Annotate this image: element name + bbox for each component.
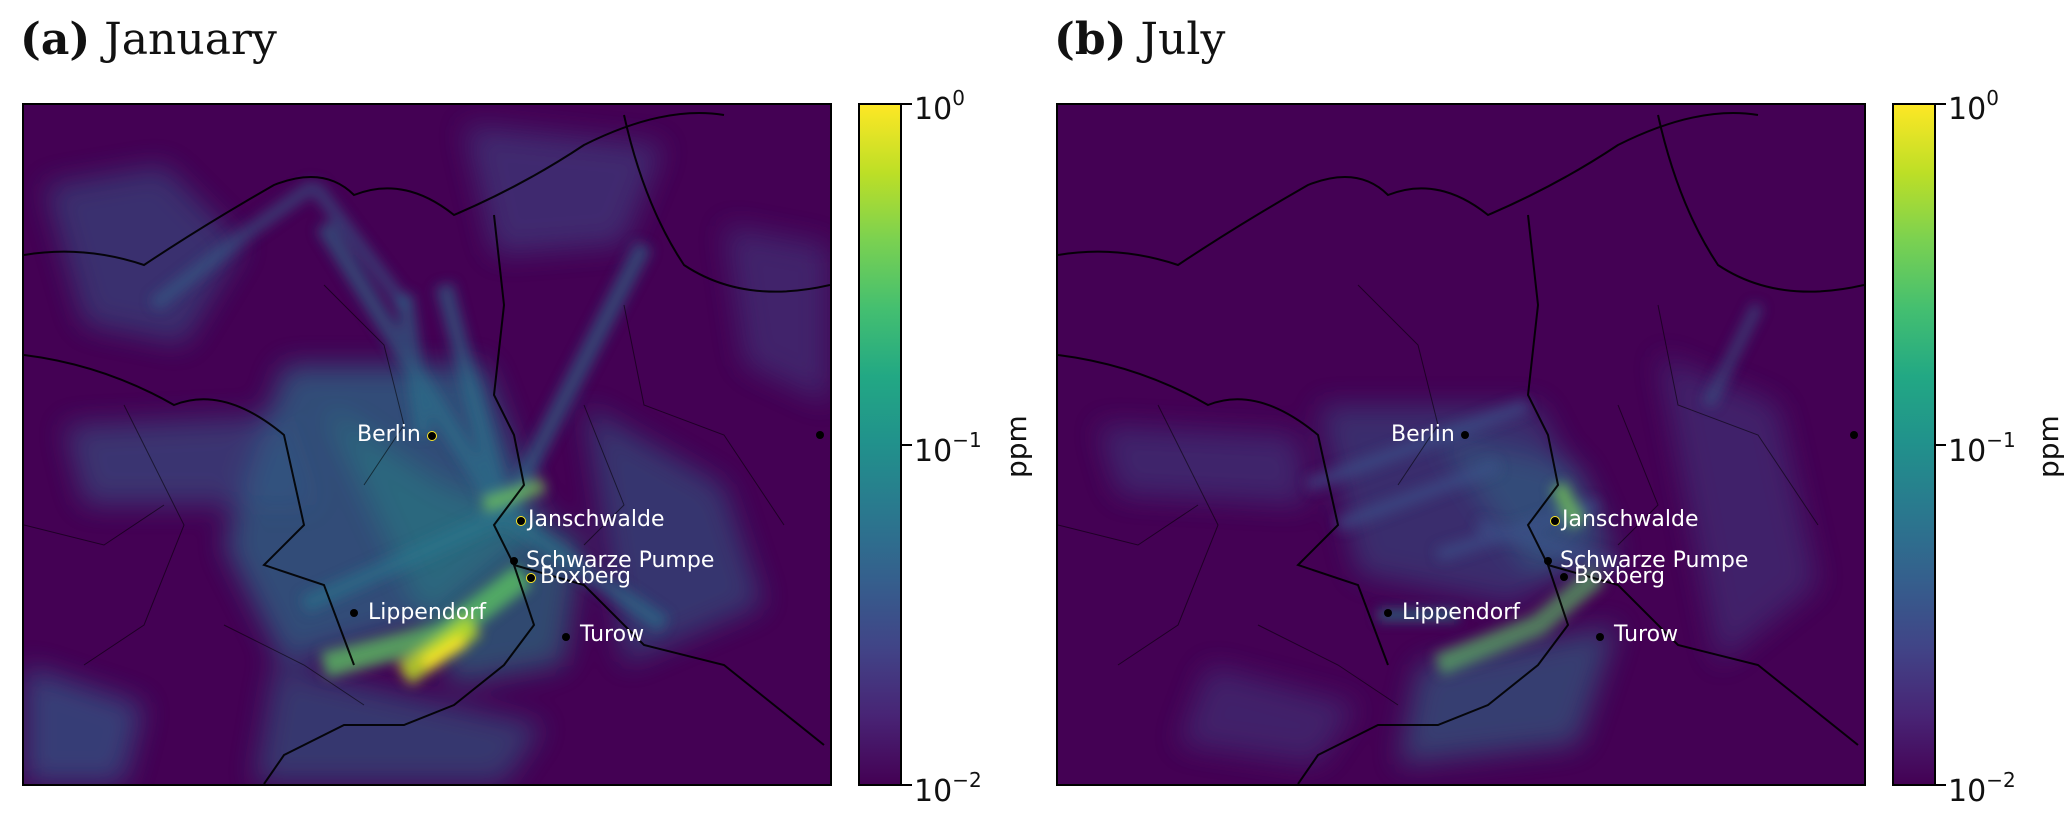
label-schwarze-pumpe-july: Schwarze Pumpe	[1560, 548, 1749, 573]
panel-a-month: January	[104, 14, 277, 65]
label-berlin: Berlin	[357, 422, 421, 447]
site-boxberg	[526, 573, 536, 583]
site-schwarze-pumpe	[510, 557, 518, 565]
panel-a-title: (a) January	[20, 14, 277, 65]
site-turow-july	[1596, 633, 1604, 641]
regions-july	[1058, 284, 1819, 706]
cbar-b-tick-label-top: 100	[1948, 86, 1999, 127]
label-janschwalde: Janschwalde	[528, 507, 665, 532]
panel-b-month: July	[1140, 14, 1226, 65]
panel-b-letter: (b)	[1054, 14, 1127, 65]
label-janschwalde-july: Janschwalde	[1562, 507, 1699, 532]
cbar-b-tick-bottom	[1936, 784, 1946, 786]
panel-b-title: (b) July	[1054, 14, 1225, 65]
site-schwarze-pumpe-july	[1544, 557, 1552, 565]
regions-january	[24, 284, 785, 706]
map-january-svg	[24, 112, 830, 784]
plume-layer-july	[1098, 355, 1818, 765]
plume-streaks-january	[149, 179, 670, 685]
label-berlin-july: Berlin	[1391, 422, 1455, 447]
panel-a-letter: (a)	[20, 14, 91, 65]
cbar-a-tick-top	[902, 103, 912, 105]
cbar-a-tick-label-mid: 10−1	[914, 428, 982, 469]
label-turow-july: Turow	[1614, 622, 1679, 647]
map-january: Berlin Janschwalde Schwarze Pumpe Boxber…	[22, 103, 832, 786]
cbar-a-tick-label-bottom: 10−2	[914, 768, 982, 809]
borders-july	[1058, 112, 1864, 784]
cbar-b-tick-mid	[1936, 444, 1946, 446]
cbar-b-tick-label-bottom: 10−2	[1948, 768, 2016, 809]
cbar-a-tick-bottom	[902, 784, 912, 786]
site-berlin-july	[1461, 431, 1469, 439]
label-lippendorf: Lippendorf	[368, 600, 486, 625]
label-turow: Turow	[580, 622, 645, 647]
map-july-svg	[1058, 112, 1864, 784]
site-janschwalde-july	[1550, 516, 1560, 526]
site-lippendorf	[350, 609, 358, 617]
label-boxberg: Boxberg	[540, 564, 632, 589]
colorbar-july	[1892, 103, 1936, 786]
site-boxberg-july	[1560, 573, 1568, 581]
site-east-edge-july	[1850, 431, 1858, 439]
colorbar-january	[858, 103, 902, 786]
site-turow	[562, 633, 570, 641]
map-july: Berlin Janschwalde Schwarze Pumpe Boxber…	[1056, 103, 1866, 786]
site-berlin	[427, 431, 437, 441]
cbar-a-tick-label-top: 100	[914, 86, 965, 127]
plume-streaks-july	[1305, 302, 1764, 676]
site-janschwalde	[516, 516, 526, 526]
label-boxberg-july: Boxberg	[1574, 564, 1666, 589]
label-schwarze-pumpe: Schwarze Pumpe	[526, 548, 715, 573]
site-east-edge	[816, 431, 824, 439]
cbar-a-unit: ppm	[1000, 415, 1033, 478]
cbar-b-tick-label-mid: 10−1	[1948, 428, 2016, 469]
plume-layer-january	[24, 125, 830, 784]
cbar-b-tick-top	[1936, 103, 1946, 105]
cbar-b-unit: ppm	[2032, 415, 2065, 478]
borders-january	[24, 112, 830, 784]
site-lippendorf-july	[1384, 609, 1392, 617]
cbar-a-tick-mid	[902, 444, 912, 446]
label-lippendorf-july: Lippendorf	[1402, 600, 1520, 625]
